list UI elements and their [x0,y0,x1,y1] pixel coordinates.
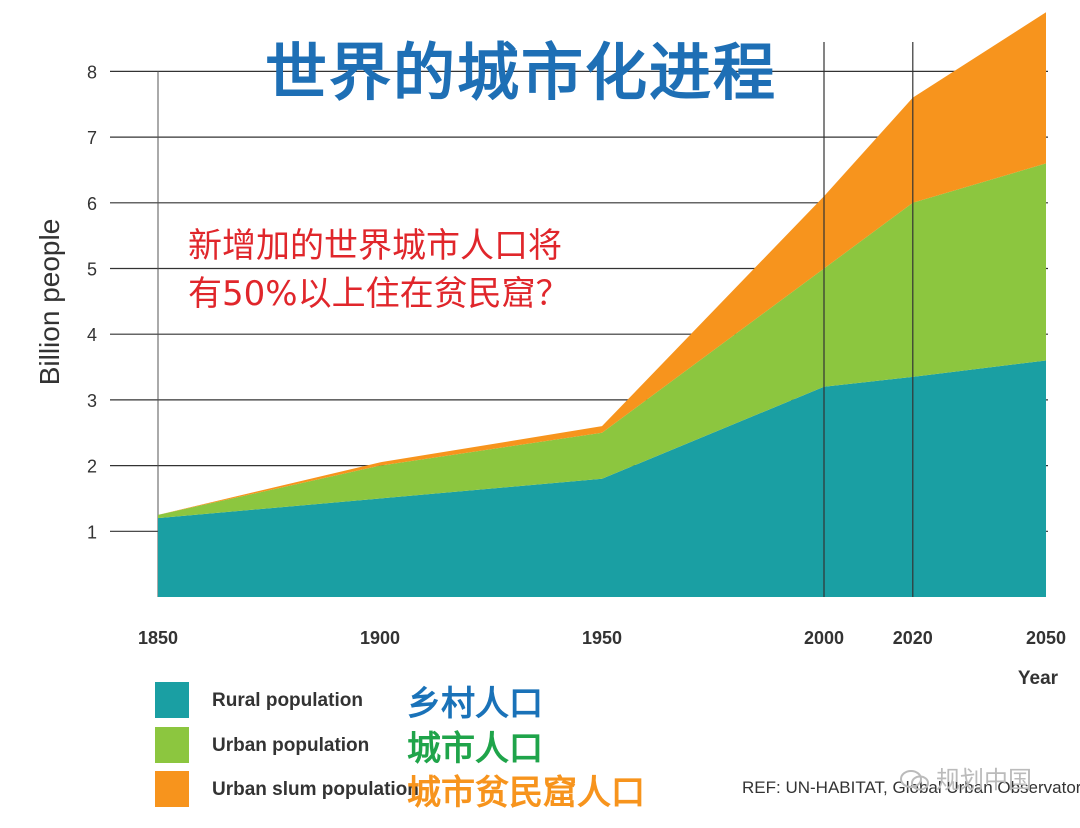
y-tick-label: 8 [87,62,97,82]
y-tick-label: 7 [87,128,97,148]
wechat-icon [900,770,929,791]
x-tick-labels: 1850 1900 1950 2000 2020 2050 [138,628,1066,648]
y-tick-label: 1 [87,522,97,542]
chart-title: 世界的城市化进程 [265,36,778,109]
x-tick-label: 1850 [138,628,178,648]
y-tick-labels: 1 2 3 4 5 6 7 8 [87,62,97,542]
x-axis-label: Year [1018,668,1059,689]
area-urban-population [158,163,1046,519]
legend-label-urban: Urban population [212,735,370,756]
legend-swatch-rural [155,682,189,718]
legend-cn-slum: 城市贫民窟人口 [407,773,645,813]
y-tick-label: 2 [87,457,97,477]
legend-cn-urban: 城市人口 [407,729,543,769]
x-tick-label: 2000 [804,628,844,648]
annotation-line-1: 新增加的世界城市人口将 [188,226,562,266]
grid-lines [110,70,1048,597]
y-tick-label: 4 [87,325,97,345]
legend-swatch-urban [155,727,189,763]
x-tick-label: 2050 [1026,628,1066,648]
x-tick-label: 1950 [582,628,622,648]
y-tick-label: 6 [87,194,97,214]
x-tick-label: 1900 [360,628,400,648]
y-tick-label: 3 [87,391,97,411]
annotation-text: 新增加的世界城市人口将 有50%以上住在贫民窟？ [188,222,570,318]
legend-swatch-slum [155,771,189,807]
y-axis-label: Billion people [34,218,65,386]
legend-label-rural: Rural population [212,690,363,711]
x-tick-label: 2020 [893,628,933,648]
legend-label-slum: Urban slum population [212,779,419,800]
y-tick-label: 5 [87,260,97,280]
reference-year-lines [823,42,914,597]
annotation-line-2: 有50%以上住在贫民窟？ [188,274,570,314]
legend-cn-rural: 乡村人口 [407,684,543,724]
watermark-text: 规划中国 [936,766,1032,794]
watermark: 规划中国 [900,760,1032,795]
